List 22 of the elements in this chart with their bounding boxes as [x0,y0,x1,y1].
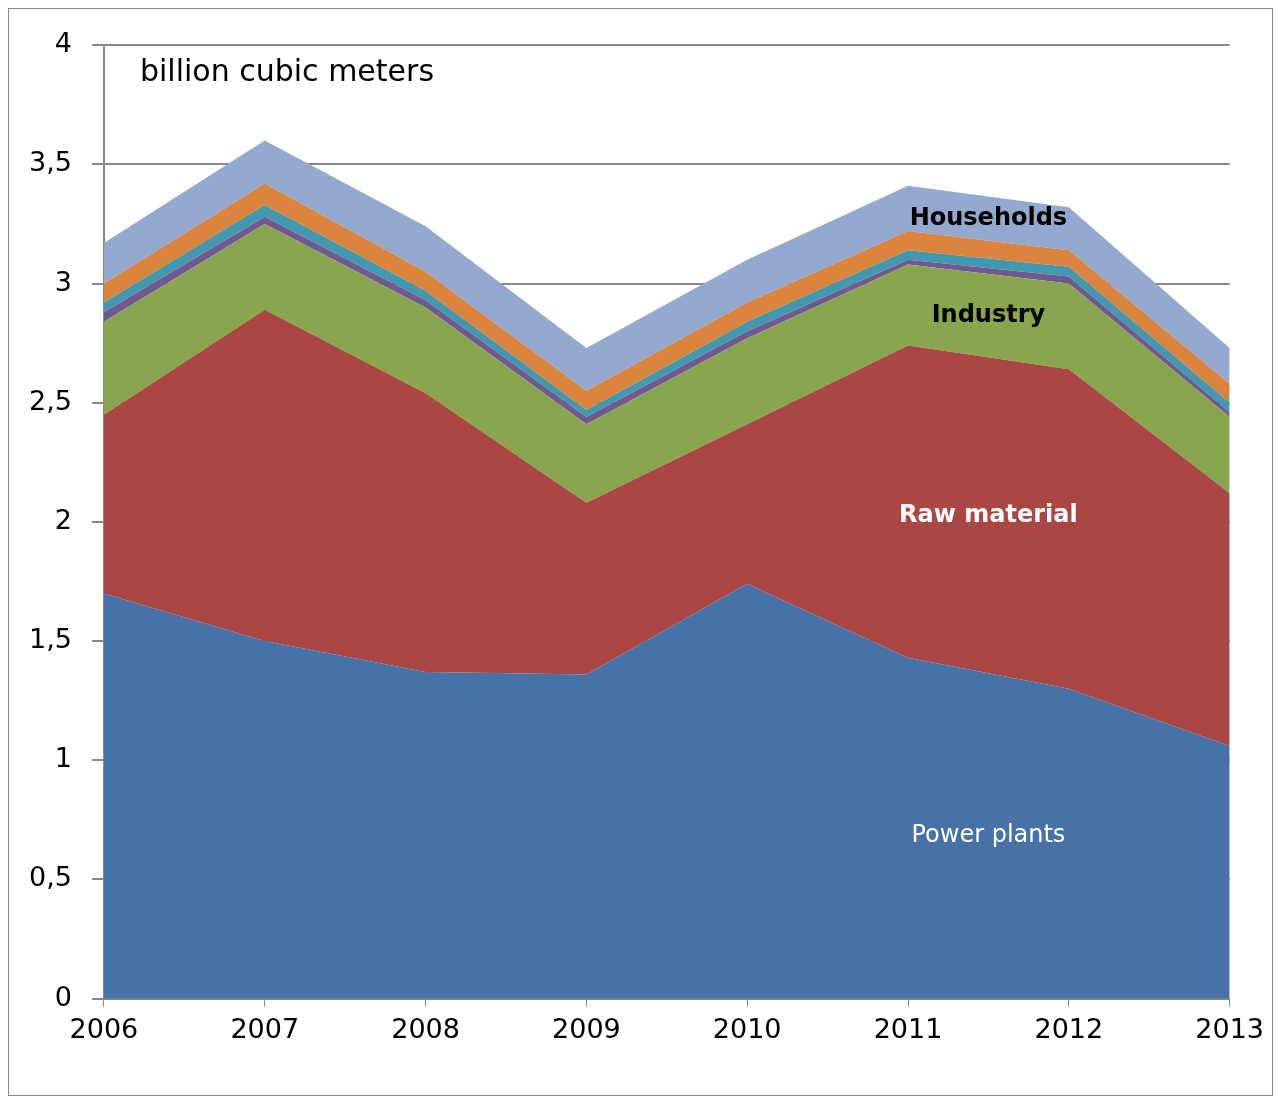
y-tick-label: 4 [54,27,72,59]
x-tick-label: 2009 [552,1012,621,1044]
series-label: Households [909,202,1068,231]
x-tick-label: 2006 [69,1012,139,1044]
series-label: Power plants [911,820,1066,849]
y-tick-label: 1 [54,742,72,774]
y-tick-label: 0,5 [28,861,72,893]
series-label: Industry [931,299,1046,328]
x-tick-label: 2007 [230,1012,300,1044]
y-tick-label: 0 [54,980,72,1012]
x-tick-label: 2008 [391,1012,460,1044]
x-tick-label: 2011 [873,1012,943,1044]
y-tick-label: 2 [54,503,72,535]
x-tick-label: 2012 [1034,1012,1104,1044]
y-tick-label: 3 [54,265,72,297]
x-tick-label: 2010 [712,1012,782,1044]
y-tick-label: 3,5 [28,146,72,178]
series-label: Raw material [899,499,1078,528]
y-axis-title: billion cubic meters [139,53,435,88]
y-tick-label: 1,5 [28,623,72,655]
y-tick-label: 2,5 [28,384,72,416]
x-tick-label: 2013 [1195,1012,1264,1044]
